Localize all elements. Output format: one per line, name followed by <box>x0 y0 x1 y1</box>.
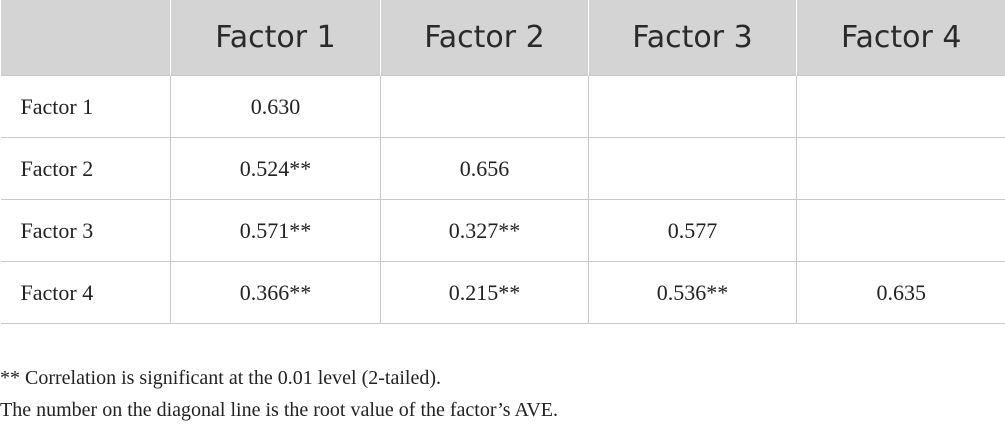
table-row: Factor 1 0.630 <box>0 75 1005 138</box>
table-cell: 0.656 <box>380 137 589 200</box>
table-row: Factor 3 0.571** 0.327** 0.577 <box>0 199 1005 262</box>
table-cell: 0.366** <box>170 261 381 324</box>
table-cell <box>796 75 1005 138</box>
header-row: Factor 1 Factor 2 Factor 3 Factor 4 <box>0 0 1005 76</box>
correlation-table: Factor 1 Factor 2 Factor 3 Factor 4 Factor … <box>0 0 1005 324</box>
table-cell: Factor 4 <box>0 261 171 324</box>
header-cell: Factor 1 <box>170 0 381 76</box>
table-cell <box>588 75 797 138</box>
table-cell: 0.524** <box>170 137 381 200</box>
note: ** Correlation is significant at the 0.0… <box>0 367 441 389</box>
notes: ** Correlation is significant at the 0.0… <box>0 362 558 426</box>
table-cell: Factor 2 <box>0 137 171 200</box>
table-cell <box>380 75 589 138</box>
table-cell: 0.215** <box>380 261 589 324</box>
table-cell: Factor 3 <box>0 199 171 262</box>
table-cell <box>796 199 1005 262</box>
table-body: Factor 1 0.630 Factor 2 0.524** 0.656 Factor … <box>0 75 1005 324</box>
table-cell: 0.635 <box>796 261 1005 324</box>
note: The number on the diagonal line is the r… <box>0 399 559 421</box>
header-cell <box>0 0 171 76</box>
table-cell: 0.630 <box>170 75 381 138</box>
table-cell <box>796 137 1005 200</box>
table-cell: 0.327** <box>380 199 589 262</box>
header-cell: Factor 3 <box>588 0 797 76</box>
table-cell: 0.536** <box>588 261 797 324</box>
table-row: Factor 2 0.524** 0.656 <box>0 137 1005 200</box>
table-row: Factor 4 0.366** 0.215** 0.536** 0.635 <box>0 261 1005 324</box>
table-cell: 0.577 <box>588 199 797 262</box>
header-cell: Factor 4 <box>796 0 1005 76</box>
table-cell: 0.571** <box>170 199 381 262</box>
table-cell <box>588 137 797 200</box>
header-cell: Factor 2 <box>380 0 589 76</box>
table-cell: Factor 1 <box>0 75 171 138</box>
